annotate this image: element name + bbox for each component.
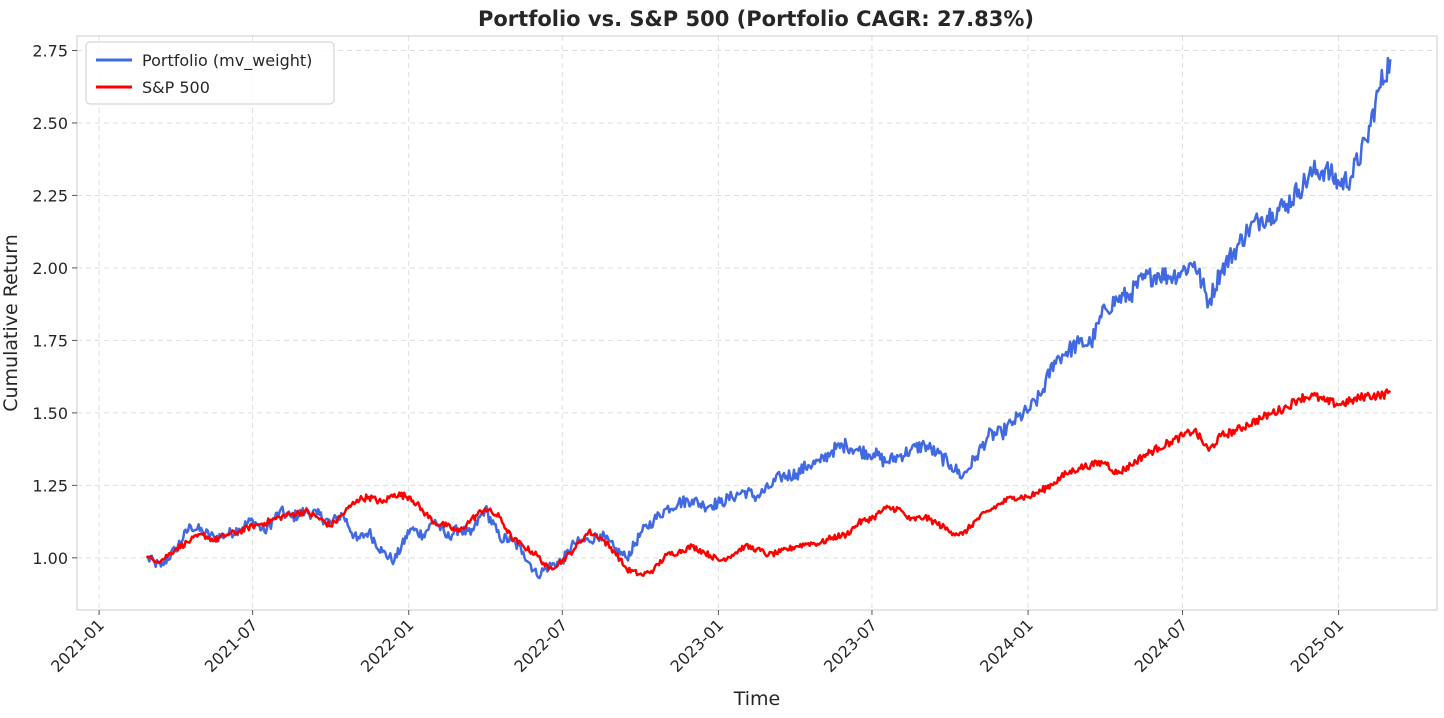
series-layer (145, 56, 1392, 580)
x-tick-label: 2021-01 (47, 615, 108, 676)
x-tick-label: 2024-07 (1131, 615, 1192, 676)
x-axis-label: Time (733, 688, 781, 710)
x-tick-label: 2023-07 (820, 615, 881, 676)
x-tick-label: 2021-07 (201, 615, 262, 676)
y-axis-ticks: 1.00 1.25 1.50 1.75 2.00 2.25 2.50 2.75 (32, 41, 77, 568)
y-tick-label: 1.25 (32, 476, 68, 495)
y-tick-label: 1.50 (32, 404, 68, 423)
x-tick-label: 2025-01 (1287, 615, 1348, 676)
plot-area-frame (76, 35, 1438, 611)
legend-label-portfolio: Portfolio (mv_weight) (142, 51, 312, 71)
legend-box (85, 41, 335, 105)
y-tick-label: 2.50 (32, 114, 68, 133)
y-tick-label: 2.75 (32, 41, 68, 60)
chart-title: Portfolio vs. S&P 500 (Portfolio CAGR: 2… (478, 7, 1034, 31)
y-tick-label: 1.00 (32, 549, 68, 568)
x-tick-label: 2022-01 (357, 615, 418, 676)
x-tick-label: 2022-07 (510, 615, 571, 676)
y-tick-label: 2.25 (32, 186, 68, 205)
y-tick-label: 2.00 (32, 259, 68, 278)
grid (77, 36, 1437, 610)
series-line-portfolio (145, 56, 1392, 580)
y-tick-label: 1.75 (32, 331, 68, 350)
x-tick-label: 2024-01 (976, 615, 1037, 676)
x-tick-label: 2023-01 (667, 615, 728, 676)
legend-label-sp500: S&P 500 (142, 78, 210, 97)
series-line-sp500 (145, 388, 1392, 577)
legend: Portfolio (mv_weight) S&P 500 (85, 41, 335, 105)
y-axis-label: Cumulative Return (0, 234, 22, 412)
x-axis-ticks: 2021-01 2021-07 2022-01 2022-07 2023-01 2023-… (47, 610, 1347, 676)
